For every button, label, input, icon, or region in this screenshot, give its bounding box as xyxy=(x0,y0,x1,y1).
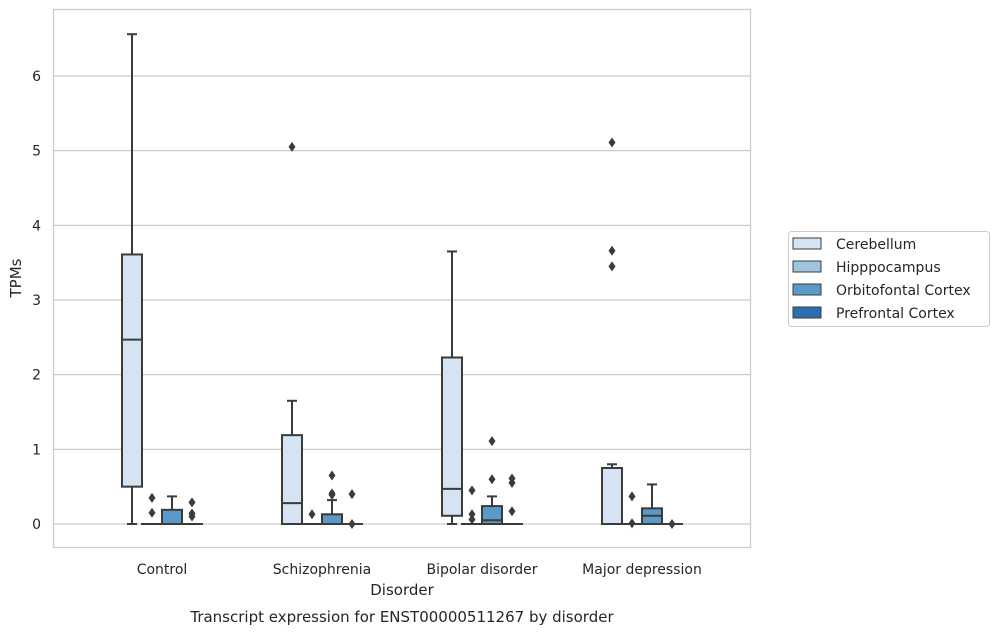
x-tick-labels: Control Schizophrenia Bipolar disorder Majo… xyxy=(137,562,702,578)
plot-frame xyxy=(52,8,752,549)
y-tick-label: 1 xyxy=(32,442,41,458)
outlier-point xyxy=(628,518,636,529)
legend-label: Prefrontal Cortex xyxy=(836,306,955,322)
y-tick-label: 0 xyxy=(32,517,41,533)
x-tick-label: Major depression xyxy=(582,562,702,578)
outlier-point xyxy=(608,261,616,272)
outlier-point xyxy=(148,507,156,518)
legend-frame xyxy=(788,231,990,327)
y-tick-label: 3 xyxy=(32,293,41,309)
y-tick-label: 6 xyxy=(32,69,41,85)
box-iqr xyxy=(601,467,623,525)
outlier-point xyxy=(328,470,336,481)
legend-label: Hipppocampus xyxy=(836,260,941,276)
y-tick-label: 5 xyxy=(32,144,41,160)
outlier-point xyxy=(468,514,476,525)
outlier-point xyxy=(468,509,476,520)
outlier-point xyxy=(288,141,296,152)
outlier-point xyxy=(508,506,516,517)
box-iqr xyxy=(321,513,343,526)
box-cerebellum-0 xyxy=(121,33,143,525)
box-orbitofontal-cortex-3 xyxy=(641,483,663,526)
x-tick-label: Control xyxy=(137,562,188,578)
legend-label: Cerebellum xyxy=(836,237,916,253)
box-cerebellum-2 xyxy=(441,250,463,525)
outlier-point xyxy=(148,492,156,503)
legend-label: Orbitofontal Cortex xyxy=(836,283,971,299)
box-hipppocampus-1 xyxy=(301,509,323,526)
box-prefrontal-cortex-2 xyxy=(501,473,523,526)
box-iqr xyxy=(161,508,183,525)
box-iqr xyxy=(281,434,303,525)
box-cerebellum-3 xyxy=(601,137,623,525)
grid-lines xyxy=(53,75,750,525)
box-iqr xyxy=(441,356,463,517)
y-tick-label: 2 xyxy=(32,368,41,384)
outlier-point xyxy=(188,497,196,508)
box-hipppocampus-3 xyxy=(621,491,643,529)
box-prefrontal-cortex-0 xyxy=(181,497,203,526)
legend-swatch xyxy=(792,237,822,250)
box-iqr xyxy=(121,253,143,488)
outlier-point xyxy=(488,474,496,485)
x-tick-label: Schizophrenia xyxy=(273,562,371,578)
legend-swatch xyxy=(792,306,822,319)
outlier-point xyxy=(468,485,476,496)
outlier-point xyxy=(668,519,676,529)
y-tick-labels: 0 1 2 3 4 5 6 xyxy=(32,69,41,533)
box-iqr xyxy=(481,505,503,525)
outlier-point xyxy=(608,137,616,148)
box-prefrontal-cortex-1 xyxy=(341,489,363,529)
box-orbitofontal-cortex-0 xyxy=(161,495,183,525)
legend-swatch xyxy=(792,283,822,296)
box-cerebellum-1 xyxy=(281,141,303,525)
outlier-point xyxy=(348,489,356,500)
box-prefrontal-cortex-3 xyxy=(661,519,683,529)
outlier-point xyxy=(308,509,316,520)
y-axis-title: TPMs xyxy=(7,258,25,298)
box-orbitofontal-cortex-2 xyxy=(481,436,503,525)
outlier-point xyxy=(348,519,356,529)
legend: Cerebellum Hipppocampus Orbitofontal Corte… xyxy=(788,231,990,327)
outlier-point xyxy=(508,473,516,484)
x-tick-label: Bipolar disorder xyxy=(426,562,537,578)
box-hipppocampus-0 xyxy=(141,492,163,526)
boxes xyxy=(121,33,683,529)
outlier-point xyxy=(608,245,616,256)
box-orbitofontal-cortex-1 xyxy=(321,470,343,526)
x-axis-title: Disorder xyxy=(370,581,434,599)
outlier-point xyxy=(488,436,496,447)
box-hipppocampus-2 xyxy=(461,485,483,526)
outlier-point xyxy=(628,491,636,502)
legend-swatch xyxy=(792,260,822,273)
outlier-point xyxy=(328,488,336,499)
y-tick-label: 4 xyxy=(32,218,41,234)
chart-caption: Transcript expression for ENST0000051126… xyxy=(189,608,614,626)
outlier-point xyxy=(188,508,196,519)
